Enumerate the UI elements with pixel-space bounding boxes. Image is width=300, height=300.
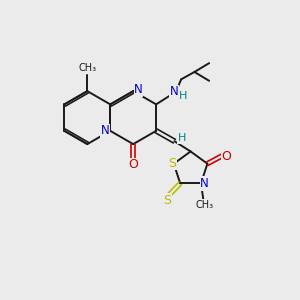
- Text: S: S: [168, 157, 176, 169]
- Text: H: H: [178, 133, 186, 143]
- Text: H: H: [179, 91, 188, 101]
- Text: N: N: [134, 83, 143, 96]
- Text: O: O: [221, 149, 231, 163]
- Text: N: N: [169, 85, 178, 98]
- Text: CH₃: CH₃: [78, 63, 96, 74]
- Text: S: S: [164, 194, 172, 207]
- Text: N: N: [100, 124, 109, 137]
- Text: N: N: [200, 177, 209, 190]
- Text: O: O: [128, 158, 138, 171]
- Text: CH₃: CH₃: [196, 200, 214, 210]
